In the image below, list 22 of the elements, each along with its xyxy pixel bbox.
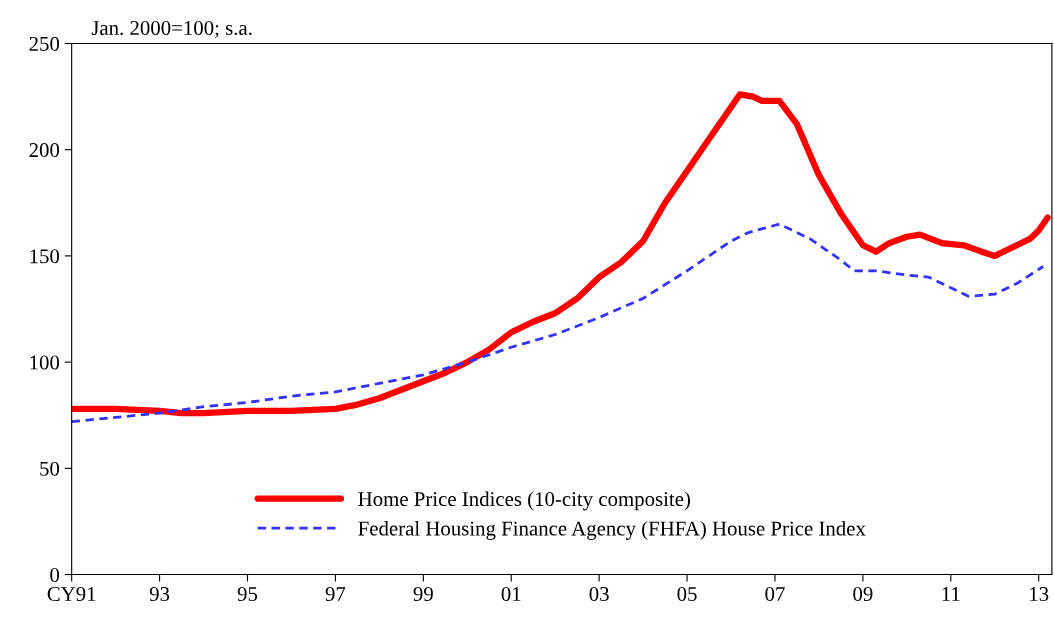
x-tick-label: 03 [589, 586, 609, 602]
legend-label: Federal Housing Finance Agency (FHFA) House Price Index [358, 520, 866, 540]
x-tick-label: 97 [325, 587, 346, 602]
x-tick-label: 09 [853, 586, 873, 602]
x-tick-label: 05 [677, 586, 697, 602]
y-tick-label: 50 [40, 461, 60, 476]
chart-title: Jan. 2000=100; s.a. [91, 20, 252, 38]
y-tick-label: 100 [30, 355, 60, 370]
x-tick-label: CY91 [47, 587, 96, 602]
x-tick-label: 11 [942, 587, 960, 601]
x-tick-label: 99 [413, 587, 433, 602]
y-tick-label: 150 [30, 249, 60, 264]
x-tick-label: 93 [149, 587, 170, 602]
x-tick-label: 13 [1030, 587, 1049, 602]
x-tick-label: 95 [237, 587, 258, 602]
x-tick-label: 07 [765, 586, 785, 602]
y-tick-label: 200 [29, 143, 60, 158]
line-series [71, 222, 1045, 423]
y-tick-label: 250 [29, 36, 60, 51]
x-tick-label: 01 [501, 586, 521, 602]
y-tick-label: 0 [50, 567, 60, 582]
legend-label: Home Price Indices (10-city composite) [358, 491, 690, 511]
